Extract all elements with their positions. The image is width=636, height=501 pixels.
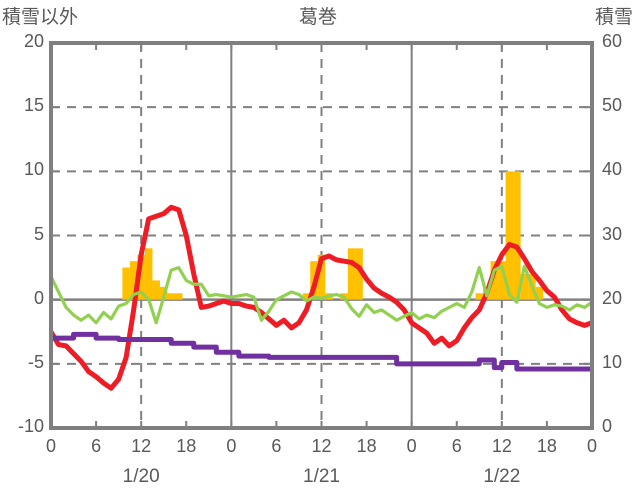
bar: [152, 280, 160, 300]
right-tick-label: 40: [602, 159, 623, 180]
x-date-label: 1/21: [303, 466, 340, 487]
x-date-label: 1/22: [483, 466, 521, 487]
left-tick-label: 10: [23, 159, 44, 180]
bar: [505, 171, 514, 300]
left-tick-label: 0: [33, 287, 44, 308]
right-axis-title: 積雪: [594, 7, 633, 28]
bar: [347, 248, 356, 300]
right-tick-label: 0: [602, 416, 613, 436]
right-tick-label: 50: [602, 95, 623, 116]
bar: [535, 286, 544, 300]
x-tick-label: 6: [271, 436, 282, 456]
bar: [137, 254, 145, 300]
x-tick-label: 18: [176, 436, 197, 456]
bar: [302, 293, 311, 300]
bar: [144, 248, 153, 300]
x-date-label: 1/20: [122, 466, 160, 487]
left-tick-label: 15: [23, 95, 44, 116]
bar: [122, 267, 130, 300]
x-tick-label: 18: [536, 436, 557, 456]
x-tick-label: 12: [491, 436, 512, 456]
x-tick-label: 0: [45, 436, 56, 456]
axis-ticks: [50, 43, 593, 428]
left-tick-label: -10: [17, 416, 44, 436]
x-tick-label: 0: [586, 436, 597, 456]
bar: [513, 171, 521, 300]
left-axis-title: 積雪以外: [2, 7, 79, 28]
right-tick-label: 20: [602, 287, 623, 308]
line-series: [51, 331, 592, 372]
bar: [520, 274, 529, 300]
x-tick-label: 12: [311, 436, 332, 456]
right-tick-label: 10: [602, 351, 623, 372]
bar: [490, 261, 499, 300]
x-tick-label: 12: [131, 436, 152, 456]
bar: [475, 293, 484, 300]
x-tick-label: 6: [91, 436, 102, 456]
bar: [167, 293, 175, 300]
bar: [174, 293, 183, 300]
x-tick-label: 0: [226, 436, 237, 456]
left-tick-label: 5: [33, 223, 44, 244]
bar-series-snow-depth: [122, 171, 544, 300]
x-tick-label: 18: [356, 436, 377, 456]
x-tick-label: 0: [406, 436, 417, 456]
bar: [129, 261, 138, 300]
right-tick-label: 30: [602, 223, 623, 244]
chart-title: 葛巻: [298, 7, 337, 28]
left-tick-label: -5: [27, 351, 44, 372]
x-tick-label: 6: [451, 436, 462, 456]
bar: [498, 261, 506, 300]
line-series: [49, 264, 593, 325]
line-series-group: [48, 204, 593, 391]
line-series: [48, 204, 593, 391]
bar: [355, 248, 363, 300]
bar: [317, 254, 326, 300]
right-tick-label: 60: [602, 31, 623, 51]
left-tick-label: 20: [23, 31, 44, 51]
